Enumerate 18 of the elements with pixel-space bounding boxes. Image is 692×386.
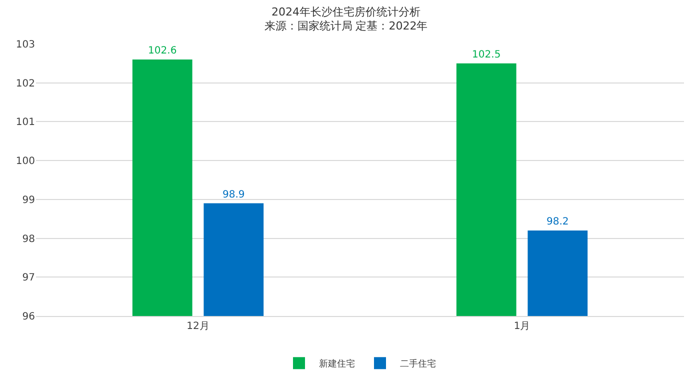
legend-label: 新建住宅 (319, 358, 355, 370)
data-label: 102.6 (148, 46, 177, 57)
y-tick-label: 97 (22, 272, 35, 284)
legend-label: 二手住宅 (400, 358, 436, 370)
y-tick-label: 100 (16, 156, 35, 168)
chart-title: 2024年长沙住宅房价统计分析 (272, 5, 420, 18)
data-label: 98.9 (222, 189, 245, 200)
data-label: 102.5 (472, 49, 501, 60)
y-tick-label: 103 (16, 40, 35, 50)
y-tick-label: 101 (16, 117, 35, 128)
y-tick-label: 99 (22, 194, 35, 206)
chart-subtitle: 来源：国家统计局 定基：2022年 (264, 20, 428, 33)
y-tick-label: 98 (22, 234, 35, 245)
data-label: 98.2 (546, 216, 569, 228)
x-tick-label: 12月 (186, 321, 210, 332)
y-tick-label: 96 (22, 312, 35, 322)
y-tick-label: 102 (16, 78, 35, 90)
x-tick-label: 1月 (514, 321, 530, 332)
